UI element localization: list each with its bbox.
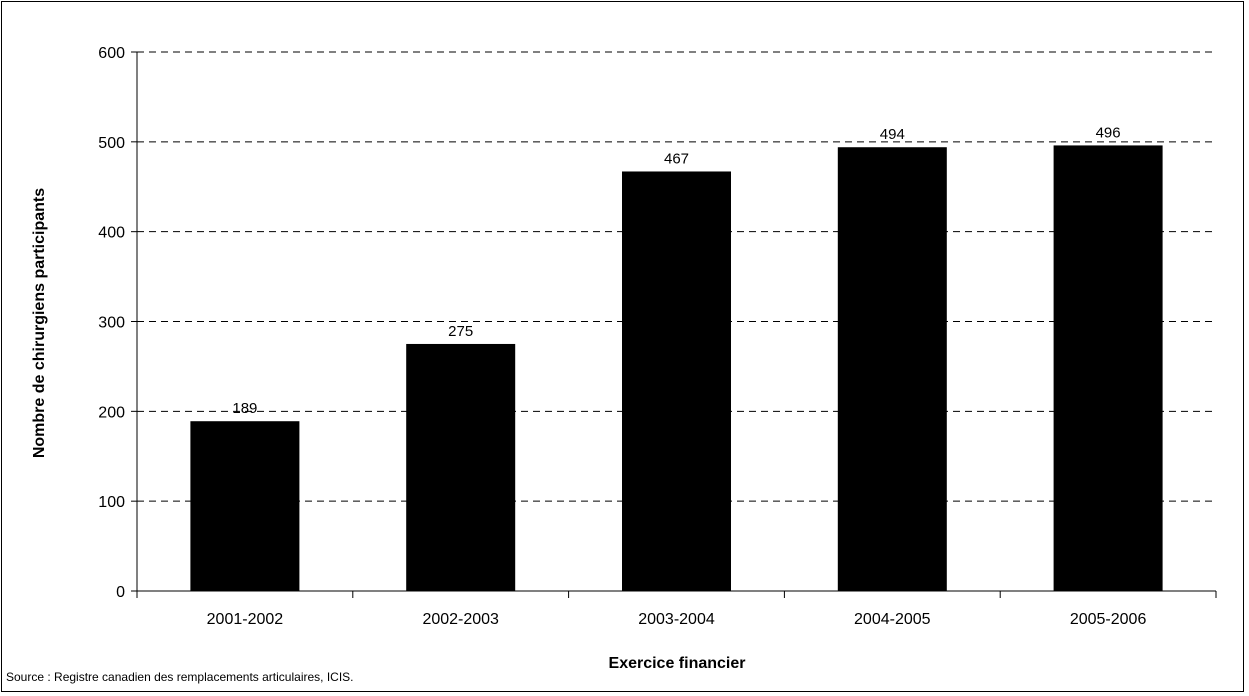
x-tick-label: 2004-2005 bbox=[854, 611, 931, 628]
y-tick-label: 400 bbox=[98, 225, 125, 242]
y-tick-label: 300 bbox=[98, 315, 125, 332]
bar-2005-2006 bbox=[1053, 145, 1163, 591]
x-axis-title: Exercice financier bbox=[609, 655, 746, 672]
data-label-2004-2005: 494 bbox=[880, 126, 905, 143]
data-label-2003-2004: 467 bbox=[664, 150, 689, 167]
bar-2002-2003 bbox=[406, 343, 516, 591]
bar-2003-2004 bbox=[622, 171, 731, 591]
labels: 0 100 200 300 400 500 600 189 2001-2002 275 2002-2… bbox=[98, 45, 1146, 628]
data-label-2001-2002: 189 bbox=[232, 400, 257, 417]
bar-2001-2002 bbox=[190, 421, 300, 591]
source-note: Source : Registre canadien des remplacem… bbox=[6, 670, 354, 684]
x-tick-label: 2003-2004 bbox=[638, 611, 715, 628]
bars bbox=[190, 145, 1163, 591]
data-label-2002-2003: 275 bbox=[448, 323, 473, 340]
x-tick-label: 2005-2006 bbox=[1070, 611, 1147, 628]
bar-2004-2005 bbox=[837, 147, 947, 591]
data-label-2005-2006: 496 bbox=[1096, 124, 1121, 141]
y-tick-label: 100 bbox=[98, 494, 125, 511]
y-tick-label: 500 bbox=[98, 135, 125, 152]
y-axis-title: Nombre de chirurgiens participants bbox=[31, 188, 48, 458]
x-tick-label: 2002-2003 bbox=[422, 611, 499, 628]
y-tick-label: 200 bbox=[98, 404, 125, 421]
ticks bbox=[131, 51, 1217, 598]
y-tick-label: 0 bbox=[116, 584, 125, 601]
x-tick-label: 2001-2002 bbox=[207, 611, 284, 628]
y-tick-label: 600 bbox=[98, 45, 125, 62]
